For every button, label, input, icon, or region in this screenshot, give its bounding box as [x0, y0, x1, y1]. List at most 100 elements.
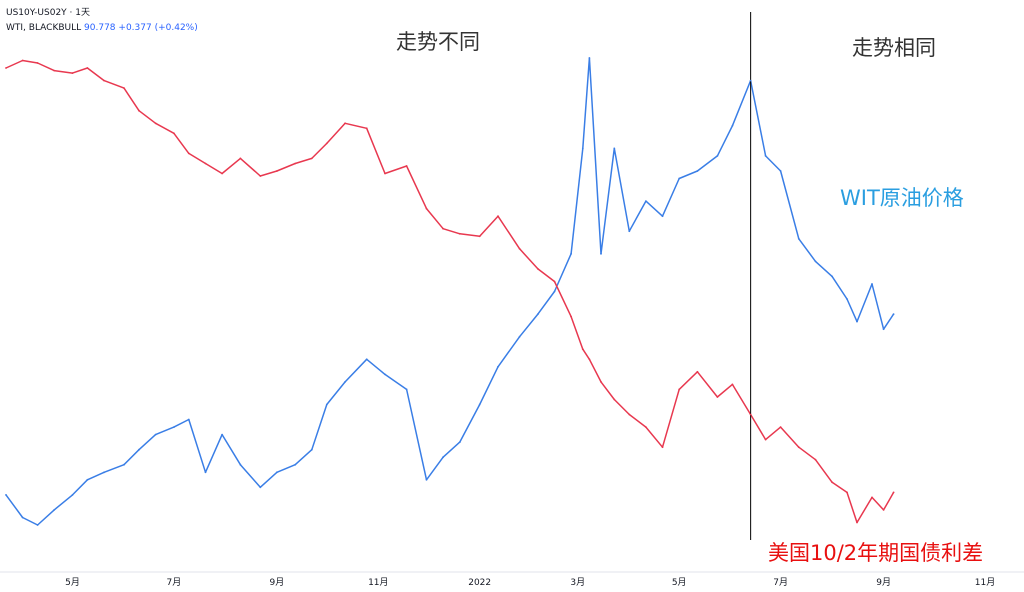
spread-point-48 [814, 458, 817, 461]
wti-point-10 [173, 426, 175, 428]
spread-point-16 [276, 170, 278, 172]
spread-point-31 [553, 280, 556, 283]
wti-change: +0.377 (+0.42%) [118, 23, 198, 33]
spread-point-26 [458, 232, 461, 235]
spread-point-33 [581, 348, 584, 351]
wti-point-8 [138, 448, 140, 451]
annotation-same-trend: 走势相同 [852, 36, 936, 60]
x-tick-label: 3月 [570, 577, 585, 588]
wti-point-41 [696, 170, 699, 172]
spread-point-29 [518, 247, 521, 250]
wti-point-35 [600, 252, 602, 255]
wti-point-51 [856, 320, 858, 323]
wti-point-13 [221, 433, 224, 436]
wti-point-46 [779, 170, 782, 172]
spread-point-36 [613, 398, 616, 401]
x-tick-label: 7月 [167, 577, 182, 588]
wti-point-12 [204, 471, 207, 474]
wti-oil-line [5, 57, 895, 526]
wti-point-38 [645, 200, 647, 203]
spread-point-8 [138, 109, 140, 112]
x-tick-label: 11月 [368, 577, 388, 588]
wti-point-39 [661, 215, 664, 218]
wti-point-50 [846, 298, 848, 300]
spread-point-40 [678, 388, 681, 391]
wti-point-23 [405, 388, 408, 391]
spread-point-47 [797, 446, 800, 449]
spread-point-30 [537, 268, 539, 270]
spread-point-6 [103, 79, 105, 82]
spread-point-3 [53, 69, 56, 72]
annotation-spread-label: 美国10/2年期国债利差 [768, 541, 984, 565]
wti-point-40 [678, 177, 681, 180]
spread-point-51 [856, 521, 858, 524]
x-axis-ticks: 5月 7月 9月 11月 2022 3月 5月 7月 9月 11月 [65, 577, 995, 588]
spread-point-7 [123, 87, 125, 89]
x-tick-label: 5月 [672, 577, 687, 588]
spread-point-39 [661, 446, 664, 449]
wti-point-17 [294, 463, 297, 466]
spread-point-20 [344, 122, 346, 125]
x-tick-label: 5月 [65, 577, 80, 588]
wti-point-15 [259, 486, 262, 489]
spread-point-32 [570, 315, 572, 318]
spread-point-15 [259, 175, 262, 177]
wti-point-11 [187, 418, 190, 421]
wti-point-43 [731, 124, 734, 127]
spread-point-35 [600, 381, 602, 383]
wti-point-37 [628, 230, 631, 233]
spread-point-46 [779, 426, 782, 428]
spread-point-44 [749, 413, 752, 416]
spread-point-13 [221, 172, 224, 175]
spread-point-1 [21, 59, 24, 62]
x-tick-label: 2022 [468, 578, 491, 588]
spread-point-10 [173, 132, 175, 135]
annotation-oil-label: WIT原油价格 [840, 186, 964, 210]
wti-point-27 [478, 403, 481, 406]
wti-point-19 [325, 403, 328, 406]
wti-point-53 [882, 328, 885, 331]
wti-point-45 [764, 155, 767, 157]
spread-point-52 [871, 496, 873, 499]
spread-point-5 [86, 67, 89, 69]
spread-point-9 [154, 122, 157, 125]
wti-point-18 [310, 448, 313, 451]
spread-point-19 [325, 142, 328, 145]
annotation-divergent: 走势不同 [396, 30, 480, 54]
x-tick-label: 7月 [773, 577, 788, 588]
wti-point-24 [425, 478, 428, 481]
spread-point-53 [882, 509, 885, 511]
spread-point-25 [442, 227, 444, 230]
wti-point-26 [458, 441, 461, 443]
chart-legend-symbol[interactable]: US10Y-US02Y · 1天 [6, 5, 90, 18]
spread-point-43 [731, 383, 734, 386]
wti-point-42 [716, 155, 719, 157]
wti-point-33 [581, 147, 584, 150]
wti-point-1 [21, 516, 24, 519]
wti-point-16 [276, 471, 278, 474]
series-points [5, 57, 895, 526]
x-tick-label: 11月 [975, 577, 995, 588]
wti-point-44 [749, 79, 752, 82]
wti-point-30 [537, 313, 539, 315]
wti-point-52 [871, 283, 873, 285]
spread-point-11 [187, 152, 190, 155]
chart-legend-wti[interactable]: WTI, BLACKBULL 90.778 +0.377 (+0.42%) [6, 23, 198, 33]
x-tick-label: 9月 [270, 577, 285, 588]
wti-point-5 [86, 478, 89, 481]
spread-point-22 [384, 172, 386, 175]
wti-point-54 [892, 313, 895, 315]
spread-point-42 [716, 396, 719, 398]
spread-point-49 [831, 481, 833, 484]
spread-point-34 [588, 358, 591, 361]
wti-price: 90.778 [84, 23, 116, 33]
wti-point-48 [814, 260, 817, 263]
spread-point-28 [497, 215, 499, 218]
wti-point-7 [123, 463, 125, 466]
wti-point-34 [588, 57, 591, 59]
wti-point-49 [831, 275, 833, 278]
spread-point-37 [628, 413, 631, 416]
spread-point-41 [696, 370, 699, 373]
spread-point-24 [425, 207, 428, 210]
